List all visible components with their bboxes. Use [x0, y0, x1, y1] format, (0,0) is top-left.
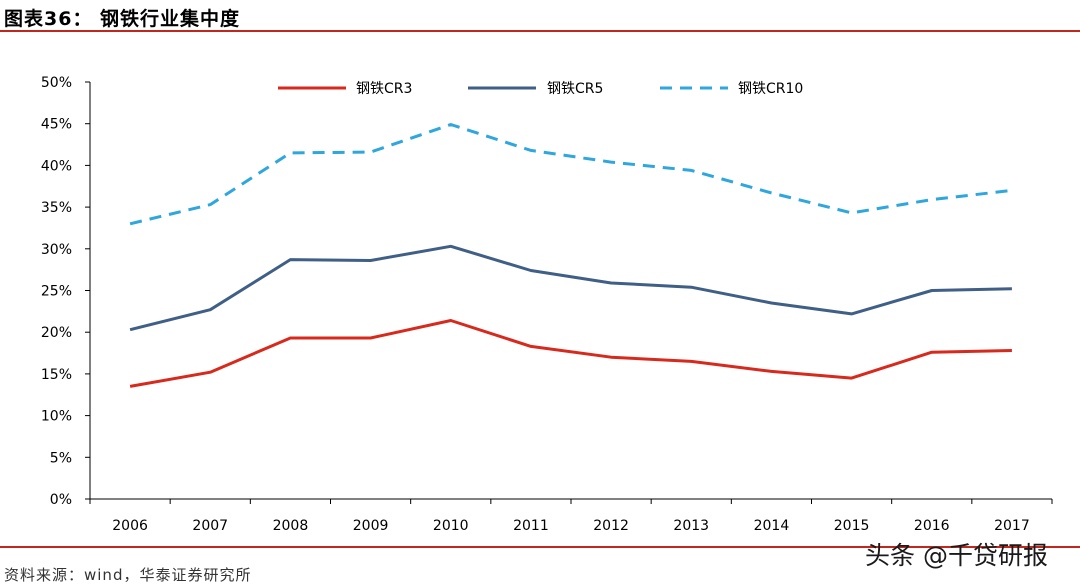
x-tick-label: 2011	[513, 518, 549, 534]
legend-label: 钢铁CR3	[356, 81, 412, 97]
series-line-钢铁CR3	[129, 319, 1012, 388]
x-tick-label: 2014	[754, 518, 790, 534]
y-tick-label: 25%	[41, 284, 72, 300]
y-tick-label: 35%	[41, 200, 72, 216]
y-tick-label: 0%	[50, 492, 72, 508]
y-tick-label: 40%	[41, 158, 72, 174]
series-line-钢铁CR10	[129, 123, 1013, 226]
y-tick-label: 20%	[41, 325, 72, 341]
y-tick-label: 10%	[41, 409, 72, 425]
x-tick-label: 2006	[112, 518, 148, 534]
watermark-text: 头条 @千贷研报	[865, 541, 1048, 570]
legend-label: 钢铁CR10	[738, 81, 803, 97]
chart-series	[129, 123, 1013, 388]
x-tick-label: 2009	[353, 518, 389, 534]
series-line-钢铁CR5	[129, 244, 1012, 332]
y-tick-label: 30%	[41, 242, 72, 258]
chart-legend: 钢铁CR3 钢铁CR5 钢铁CR10	[278, 81, 803, 97]
legend-label: 钢铁CR5	[547, 81, 603, 97]
source-note: 资料来源：wind，华泰证券研究所	[4, 566, 252, 584]
x-tick-label: 2007	[192, 518, 228, 534]
x-tick-label: 2013	[673, 518, 709, 534]
bottom-divider	[0, 546, 1080, 548]
x-tick-label: 2012	[593, 518, 629, 534]
x-tick-label: 2017	[994, 518, 1030, 534]
x-tick-label: 2016	[914, 518, 950, 534]
y-tick-label: 15%	[41, 367, 72, 383]
chart-axes: 0% 5% 10% 15% 20% 25% 30% 35% 40% 45% 50% 2006 2007 2…	[41, 75, 1053, 534]
x-tick-label: 2008	[273, 518, 309, 534]
chart-title: 图表36： 钢铁行业集中度	[4, 8, 241, 30]
top-divider	[0, 30, 1080, 32]
y-tick-label: 45%	[41, 117, 72, 133]
y-tick-label: 5%	[50, 450, 72, 466]
y-tick-label: 50%	[41, 75, 72, 91]
x-tick-label: 2015	[834, 518, 870, 534]
x-tick-label: 2010	[433, 518, 469, 534]
